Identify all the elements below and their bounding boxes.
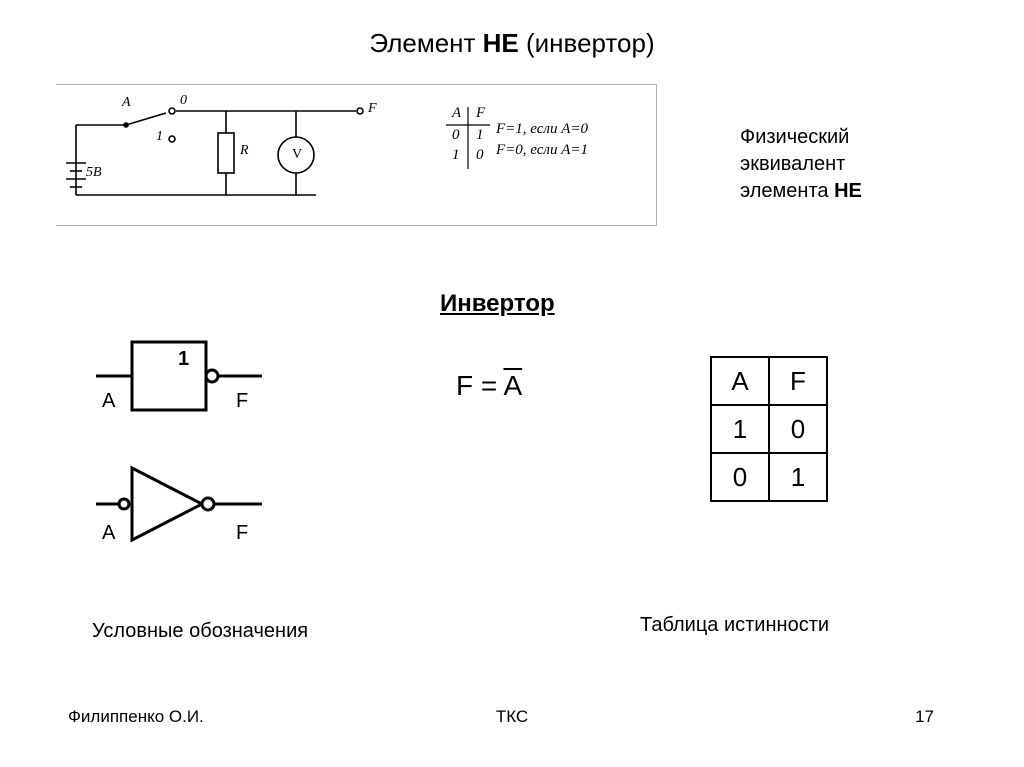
circuit-svg: [56, 85, 416, 225]
circuit-label-sw1: 1: [156, 129, 163, 145]
truth-th-f: F: [769, 357, 827, 405]
table-row: A F: [711, 357, 827, 405]
physical-equivalent-label: Физический эквивалент элемента НЕ: [740, 124, 862, 205]
iec-input-label: A: [102, 390, 115, 413]
mini-r1c1: 0: [476, 147, 484, 164]
inverter-symbol-ansi: A F: [96, 456, 266, 561]
title-post: (инвертор): [519, 28, 655, 58]
circuit-label-f: F: [368, 101, 377, 117]
phys-label-line1: Физический: [740, 124, 862, 151]
phys-label-line3-bold: НЕ: [834, 180, 862, 202]
mini-th-a: A: [452, 105, 461, 122]
title-pre: Элемент: [369, 28, 482, 58]
truth-table: A F 1 0 0 1: [710, 356, 828, 502]
circuit-label-r: R: [240, 143, 249, 159]
circuit-label-sw0: 0: [180, 93, 187, 109]
table-row: 1 0: [711, 405, 827, 453]
truth-th-a: A: [711, 357, 769, 405]
iec-output-label: F: [236, 390, 248, 413]
truth-r1c0: 0: [711, 453, 769, 501]
ansi-output-label: F: [236, 522, 248, 545]
inverter-symbol-iec: 1 A F: [96, 332, 266, 427]
mini-truth-table: A F 0 1 1 0: [444, 103, 494, 178]
caption-truth-table: Таблица истинности: [640, 614, 829, 637]
truth-r0c1: 0: [769, 405, 827, 453]
subheading-inverter: Инвертор: [440, 290, 555, 318]
footer-page-number: 17: [915, 707, 934, 727]
phys-label-line2: эквивалент: [740, 151, 862, 178]
truth-r0c0: 1: [711, 405, 769, 453]
circuit-label-a: A: [122, 95, 131, 111]
table-row: 0 1: [711, 453, 827, 501]
mini-r1c0: 1: [452, 147, 460, 164]
title-bold: НЕ: [483, 28, 519, 58]
mini-truth-notes: F=1, если A=0 F=0, если A=1: [496, 119, 588, 161]
mini-note-1: F=1, если A=0: [496, 119, 588, 140]
mini-r0c1: 1: [476, 127, 484, 144]
footer-center: ТКС: [0, 707, 1024, 727]
formula-rhs: A: [503, 370, 522, 401]
mini-note-2: F=0, если A=1: [496, 140, 588, 161]
page-title: Элемент НЕ (инвертор): [0, 28, 1024, 59]
phys-label-line3: элемента НЕ: [740, 178, 862, 205]
mini-r0c0: 0: [452, 127, 460, 144]
formula: F = A: [456, 370, 522, 402]
truth-r1c1: 1: [769, 453, 827, 501]
mini-th-f: F: [476, 105, 485, 122]
physical-equivalent-figure: A 0 1 F R V 5B A F 0 1 1 0 F=1, если A=0…: [56, 84, 657, 226]
phys-label-line3-pre: элемента: [740, 180, 834, 202]
caption-symbols: Условные обозначения: [92, 620, 308, 643]
formula-lhs: F =: [456, 370, 503, 401]
circuit-label-v: V: [292, 147, 302, 163]
ansi-input-label: A: [102, 522, 115, 545]
circuit-label-battery: 5B: [86, 165, 102, 181]
iec-marker: 1: [178, 348, 189, 371]
